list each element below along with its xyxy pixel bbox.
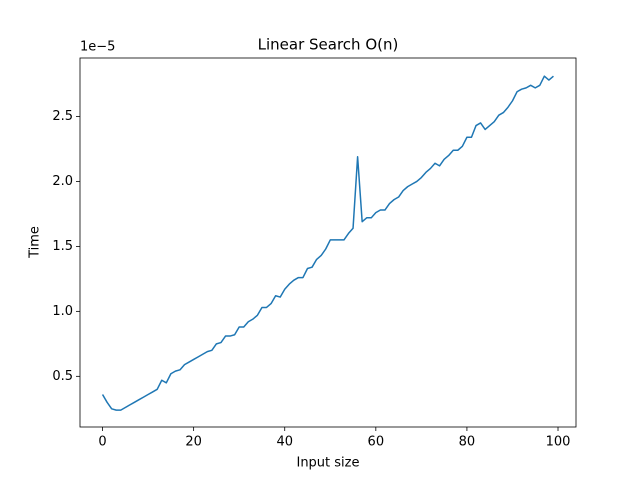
- y-tick-label: 2.0: [52, 174, 73, 189]
- axes-frame: [79, 57, 577, 428]
- y-tick-label: 0.5: [52, 369, 73, 384]
- chart-title: Linear Search O(n): [258, 36, 399, 54]
- x-tick-label: 60: [368, 435, 385, 450]
- y-offset-text: 1e−5: [80, 40, 115, 55]
- x-tick-label: 40: [276, 435, 293, 450]
- data-line: [101, 75, 554, 411]
- y-axis-label: Time: [28, 226, 43, 259]
- y-tick-label: 1.5: [52, 239, 73, 254]
- y-tick-label: 2.5: [52, 109, 73, 124]
- x-tick-label: 80: [459, 435, 476, 450]
- x-tick-label: 20: [185, 435, 202, 450]
- x-tick-label: 100: [546, 435, 571, 450]
- x-tick-label: 0: [98, 435, 106, 450]
- x-axis-label: Input size: [296, 456, 359, 471]
- y-tick-label: 1.0: [52, 304, 73, 319]
